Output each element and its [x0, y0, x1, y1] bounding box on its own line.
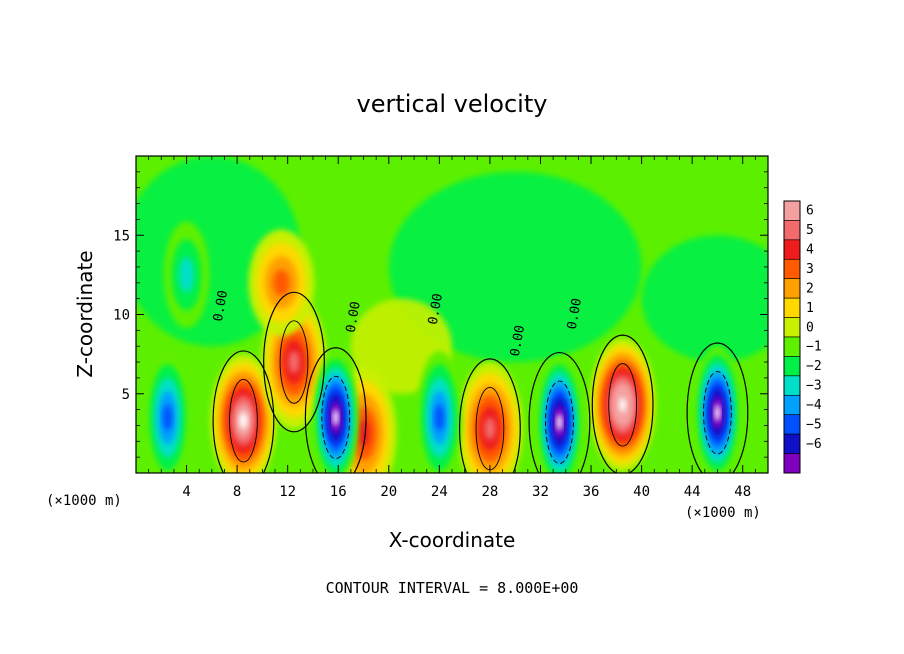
inner-contour — [229, 379, 258, 463]
colorbar-tick-label: −1 — [806, 340, 822, 355]
y-tick-label: 15 — [113, 228, 130, 244]
colorbar-segment — [783, 336, 801, 357]
contour-label: 0.00 — [426, 292, 446, 325]
x-unit-left: (×1000 m) — [46, 493, 122, 509]
colorbar-segment — [783, 220, 801, 241]
downdraft-cell — [144, 350, 191, 473]
zero-contour — [212, 350, 275, 473]
zero-contour — [458, 358, 521, 473]
colorbar-tick-label: −4 — [806, 398, 822, 413]
cell-level — [484, 417, 496, 440]
background-band — [388, 171, 642, 363]
colorbar-tick-label: −2 — [806, 359, 822, 374]
updraft-cell — [589, 338, 656, 472]
inner-contour — [608, 363, 637, 447]
updraft-cell — [457, 362, 523, 473]
zero-contour — [686, 342, 749, 473]
colorbar-tick-label: −5 — [806, 417, 822, 432]
colorbar-tick-label: 0 — [806, 320, 814, 335]
colorbar-tick-label: 5 — [806, 223, 814, 238]
colorbar-tick-label: 3 — [806, 262, 814, 277]
cell-level — [556, 413, 563, 431]
colorbar-segment — [783, 297, 801, 318]
inner-contour — [321, 375, 351, 460]
zero-contour — [263, 291, 325, 433]
colorbar-segment — [783, 394, 801, 416]
x-tick-label: 40 — [633, 484, 650, 500]
x-tick-label: 32 — [532, 484, 549, 500]
zero-contour — [591, 334, 654, 473]
colorbar-tick-label: 4 — [806, 243, 814, 258]
inner-contour — [545, 380, 574, 464]
x-tick-label: 24 — [431, 484, 448, 500]
cell-level — [714, 404, 721, 422]
x-unit-right: (×1000 m) — [685, 505, 761, 521]
chart-title: vertical velocity — [357, 90, 548, 118]
updraft-cell — [210, 354, 277, 473]
zero-contour — [528, 351, 591, 473]
x-tick-label: 28 — [481, 484, 498, 500]
inner-contour — [703, 371, 732, 455]
x-tick-label: 48 — [734, 484, 751, 500]
colorbar-segment — [783, 453, 801, 474]
inner-contour — [279, 320, 309, 404]
downdraft-cell — [312, 350, 359, 473]
cell-level — [163, 404, 173, 431]
contour-interval-note: CONTOUR INTERVAL = 8.000E+00 — [326, 579, 579, 597]
colorbar-tick-label: 1 — [806, 301, 814, 316]
cell-level — [434, 404, 444, 431]
colorbar-segment — [783, 414, 801, 435]
colorbar-segment — [783, 239, 801, 260]
downdraft-cell — [163, 221, 210, 329]
cell-level — [618, 397, 627, 413]
colorbar-segment — [783, 278, 801, 299]
colorbar-tick-label: 6 — [806, 204, 814, 219]
colorbar-segment — [783, 200, 801, 221]
contour-label: 0.00 — [508, 324, 528, 357]
colorbar-tick-label: 2 — [806, 281, 814, 296]
colorbar-tick-label: −3 — [806, 379, 822, 394]
zero-contour — [304, 347, 367, 473]
x-tick-label: 16 — [330, 484, 347, 500]
cell-level — [239, 412, 248, 430]
colorbar-segment — [783, 433, 801, 454]
contour-lines: 0.00 0.00 0.00 0.00 0.00 — [211, 289, 749, 473]
x-tick-label: 20 — [380, 484, 397, 500]
downdraft-cell — [694, 346, 741, 473]
contour-label: 0.00 — [565, 297, 585, 330]
colorbar-segment — [783, 356, 801, 377]
x-tick-label: 44 — [684, 484, 701, 500]
x-tick-label: 36 — [583, 484, 600, 500]
colorbar: 6 5 4 3 2 1 0 −1 −2 −3 −4 −5 −6 — [783, 200, 822, 474]
updraft-cell — [248, 229, 315, 337]
cell-level — [356, 420, 371, 447]
cell-level — [273, 269, 290, 297]
colorbar-segment — [783, 317, 801, 338]
x-tick-label: 8 — [233, 484, 241, 500]
contour-label: 0.00 — [344, 300, 364, 333]
cell-level — [178, 257, 195, 293]
y-tick-label: 5 — [122, 387, 130, 403]
colorbar-segment — [783, 375, 801, 396]
x-tick-label: 4 — [182, 484, 190, 500]
colorbar-tick-label: −6 — [806, 437, 822, 452]
background-band — [641, 235, 768, 363]
cell-level — [332, 409, 339, 426]
x-axis-label: X-coordinate — [389, 528, 516, 552]
y-tick-label: 10 — [113, 308, 130, 324]
y-axis-label: Z-coordinate — [73, 250, 97, 377]
downdraft-cell — [416, 350, 463, 473]
contour-label: 0.00 — [211, 289, 231, 322]
field-features — [136, 156, 768, 473]
plot-area: 0.00 0.00 0.00 0.00 0.00 — [136, 156, 768, 473]
x-tick-label: 12 — [279, 484, 296, 500]
cell-level — [288, 350, 300, 374]
colorbar-segment — [783, 258, 801, 280]
downdraft-cell — [536, 355, 583, 473]
colorbar-frame — [783, 200, 801, 474]
